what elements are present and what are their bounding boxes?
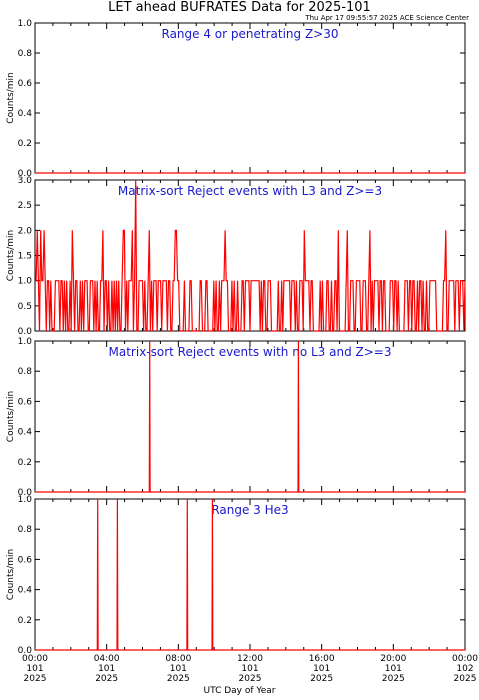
- y-tick-label: 0.6: [18, 555, 33, 565]
- x-tick-label-year: 2025: [310, 674, 333, 684]
- x-tick-label-doy: 101: [241, 664, 258, 674]
- y-axis-label: Counts/min: [6, 72, 16, 123]
- panel-2: 0.0 0.5 1.0 1.5 2.0 2.5 3.0 Counts/min Matrix-so…: [6, 176, 466, 337]
- x-tick-label-year: 2025: [382, 674, 405, 684]
- y-tick-label: 0.4: [18, 586, 33, 596]
- x-tick-label-year: 2025: [24, 674, 47, 684]
- x-tick-label-time: 04:00: [94, 654, 120, 664]
- x-tick-label-doy: 101: [98, 664, 115, 674]
- panel-frame: [34, 340, 466, 493]
- y-tick-label: 0.6: [18, 79, 33, 89]
- panel-title: Range 4 or penetrating Z>30: [162, 27, 339, 41]
- x-tick-label-time: 00:00: [22, 654, 48, 664]
- panel-title: Range 3 He3: [211, 503, 288, 517]
- y-tick-label: 1.0: [18, 277, 33, 287]
- y-tick-label: 0.8: [18, 49, 33, 59]
- y-tick-label: 2.5: [18, 201, 32, 211]
- y-axis-label: Counts/min: [6, 549, 16, 600]
- y-tick-label: 0.8: [18, 367, 33, 377]
- panel-4: 0.0 0.2 0.4 0.6 0.8 1.0 Counts/min Range 3 He3: [6, 495, 466, 656]
- series-line: [35, 498, 465, 651]
- panel-frame: [34, 22, 466, 174]
- y-tick-label: 0.0: [18, 488, 33, 498]
- panel-frame: [34, 498, 466, 651]
- panel-1: 0.0 0.2 0.4 0.6 0.8 1.0 Counts/min Range 4 or p…: [6, 19, 466, 179]
- y-tick-label: 0.0: [18, 169, 33, 179]
- y-tick-label: 0.4: [18, 428, 33, 438]
- x-tick-label-year: 2025: [95, 674, 118, 684]
- y-tick-label: 3.0: [18, 176, 33, 186]
- y-tick-label: 0.4: [18, 109, 33, 119]
- x-tick-label-time: 20:00: [380, 654, 406, 664]
- y-tick-label: 0.2: [18, 616, 32, 626]
- y-tick-label: 0.2: [18, 458, 32, 468]
- y-axis-label: Counts/min: [6, 230, 16, 281]
- chart-title: LET ahead BUFRATES Data for 2025-101: [108, 0, 371, 15]
- y-tick-label: 0.2: [18, 139, 32, 149]
- y-tick-label: 1.0: [18, 495, 33, 505]
- x-tick-label-doy: 102: [456, 664, 473, 674]
- x-tick-label-doy: 101: [26, 664, 43, 674]
- x-tick-label-time: 08:00: [165, 654, 191, 664]
- panel-3: 0.0 0.2 0.4 0.6 0.8 1.0 Counts/min Matrix-sort …: [6, 337, 466, 498]
- y-tick-label: 1.5: [18, 252, 32, 262]
- x-tick-label-doy: 101: [170, 664, 187, 674]
- x-tick-label-year: 2025: [167, 674, 190, 684]
- y-tick-label: 0.6: [18, 397, 33, 407]
- x-tick-label-time: 00:00: [452, 654, 478, 664]
- timestamp-label: Thu Apr 17 09:55:57 2025 ACE Science Cen…: [305, 14, 469, 22]
- panel-title: Matrix-sort Reject events with L3 and Z>…: [118, 184, 382, 198]
- y-tick-label: 2.0: [18, 226, 33, 236]
- y-tick-label: 0.0: [18, 327, 33, 337]
- y-tick-label: 0.8: [18, 525, 33, 535]
- y-tick-label: 1.0: [18, 337, 33, 347]
- x-tick-label-doy: 101: [313, 664, 330, 674]
- x-tick-label-year: 2025: [239, 674, 262, 684]
- x-tick-label-doy: 101: [385, 664, 402, 674]
- series-line: [35, 340, 465, 493]
- panel-title: Matrix-sort Reject events with no L3 and…: [109, 345, 392, 359]
- y-axis-label: Counts/min: [6, 391, 16, 442]
- x-tick-label-time: 12:00: [237, 654, 263, 664]
- x-tick-label-year: 2025: [454, 674, 477, 684]
- y-tick-label: 0.0: [18, 646, 33, 656]
- x-axis-label: UTC Day of Year: [203, 686, 276, 696]
- x-tick-label-time: 16:00: [309, 654, 335, 664]
- series-line: [35, 179, 466, 332]
- y-tick-label: 1.0: [18, 19, 33, 29]
- y-tick-label: 0.5: [18, 302, 32, 312]
